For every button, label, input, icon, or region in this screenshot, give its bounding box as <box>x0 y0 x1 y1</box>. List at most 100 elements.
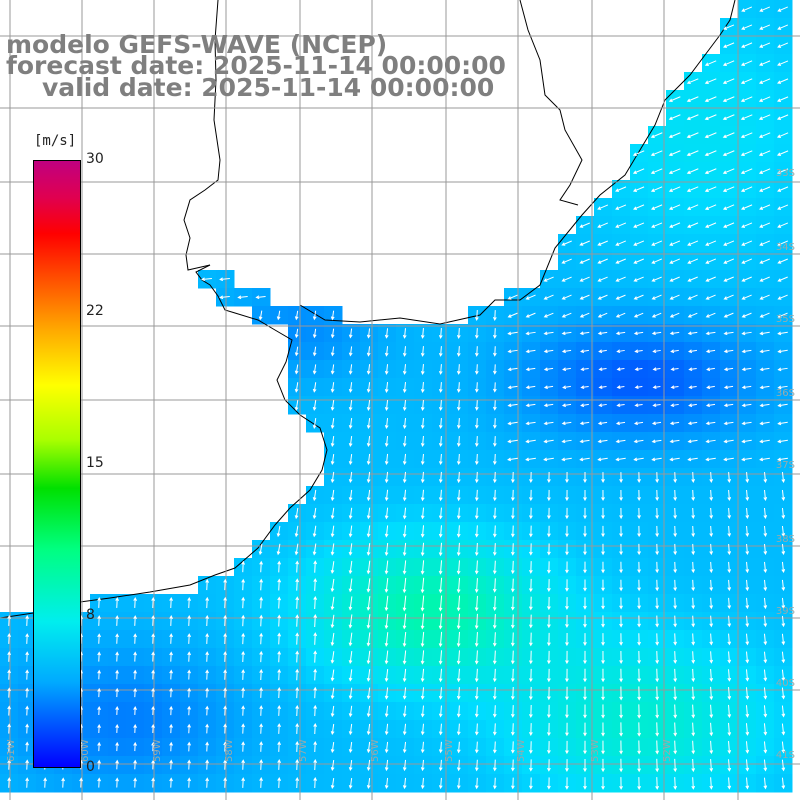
wind-arrow <box>115 669 119 680</box>
wind-arrow <box>151 669 155 680</box>
wind-arrow <box>420 668 425 683</box>
wind-arrow <box>384 525 389 538</box>
wind-arrow <box>133 651 137 662</box>
wind-arrow <box>637 704 641 719</box>
wind-arrow <box>295 686 300 699</box>
wind-arrow <box>583 633 587 646</box>
wind-arrow <box>651 331 662 336</box>
wind-arrow <box>651 222 663 228</box>
wind-arrow <box>151 596 156 608</box>
wind-arrow <box>583 686 587 701</box>
wind-arrow <box>420 364 425 375</box>
wind-arrow <box>722 114 735 121</box>
wind-arrow <box>312 400 317 411</box>
wind-arrow <box>637 633 641 646</box>
wind-arrow <box>673 561 678 574</box>
wind-arrow <box>348 453 353 466</box>
wind-arrow <box>763 579 768 592</box>
wind-arrow <box>205 596 210 609</box>
wind-arrow <box>565 579 569 592</box>
wind-arrow <box>669 276 680 282</box>
wind-arrow <box>7 633 12 644</box>
wind-arrow <box>223 687 227 698</box>
wind-arrow <box>348 741 353 754</box>
lat-label: 33S <box>776 168 795 179</box>
wind-arrow <box>637 579 641 592</box>
wind-arrow <box>687 294 698 300</box>
wind-arrow <box>438 595 443 612</box>
wind-arrow <box>456 705 461 718</box>
wind-arrow <box>276 543 281 556</box>
wind-arrow <box>709 651 714 664</box>
wind-arrow <box>669 439 680 444</box>
wind-arrow <box>583 722 587 737</box>
wind-arrow <box>740 168 753 174</box>
wind-arrow <box>740 186 753 192</box>
wind-arrow <box>673 704 678 719</box>
wind-arrow <box>313 578 318 591</box>
wind-arrow <box>673 758 678 773</box>
wind-arrow <box>525 457 536 462</box>
wind-arrow <box>763 759 768 772</box>
wind-arrow <box>115 633 119 644</box>
wind-arrow <box>348 578 353 593</box>
wind-arrow <box>633 294 644 300</box>
wind-arrow <box>366 507 371 520</box>
wind-arrow <box>668 114 681 121</box>
wind-arrow <box>705 312 716 318</box>
wind-arrow <box>691 686 696 701</box>
wind-arrow <box>205 687 209 698</box>
wind-arrow <box>727 651 732 664</box>
wind-arrow <box>187 596 192 609</box>
wind-arrow <box>668 96 681 103</box>
lon-label: 56W <box>370 739 381 762</box>
wind-arrow <box>384 723 389 736</box>
wind-arrow <box>781 615 786 628</box>
wind-arrow <box>722 204 735 210</box>
wind-arrow <box>745 651 750 664</box>
wind-arrow <box>348 705 353 718</box>
wind-arrow <box>205 578 210 591</box>
wind-arrow <box>741 331 752 336</box>
wind-arrow <box>745 687 750 700</box>
wind-arrow <box>330 632 335 647</box>
wind-arrow <box>763 633 768 646</box>
wind-arrow <box>529 723 533 736</box>
wind-arrow <box>507 403 518 408</box>
wind-arrow <box>740 204 753 210</box>
wind-arrow <box>241 741 245 752</box>
wind-arrow <box>691 722 696 737</box>
wind-arrow <box>633 240 645 246</box>
wind-arrow <box>492 596 497 611</box>
wind-arrow <box>777 331 788 336</box>
wind-arrow <box>727 561 732 574</box>
wind-arrow <box>295 704 300 717</box>
wind-arrow <box>25 687 29 698</box>
lat-label: 36S <box>776 388 795 399</box>
wind-arrow <box>543 276 554 282</box>
colorbar-tick-8: 8 <box>86 607 95 623</box>
wind-arrow <box>492 310 497 321</box>
wind-arrow <box>295 632 300 645</box>
wind-arrow <box>633 439 644 444</box>
wind-arrow <box>691 633 696 646</box>
wind-arrow <box>241 705 245 716</box>
wind-arrow <box>632 150 645 156</box>
wind-arrow <box>510 687 515 701</box>
wind-arrow <box>565 543 569 556</box>
wind-arrow <box>619 525 623 538</box>
wind-arrow <box>420 471 425 484</box>
wind-arrow <box>709 507 714 520</box>
wind-arrow <box>727 489 732 502</box>
wind-arrow <box>601 686 605 701</box>
wind-arrow <box>655 722 660 737</box>
wind-arrow <box>547 614 551 629</box>
wind-arrow <box>330 364 335 375</box>
wind-arrow <box>583 543 587 556</box>
wind-arrow <box>705 403 716 408</box>
wind-arrow <box>510 668 515 683</box>
wind-arrow <box>565 507 569 520</box>
wind-arrow <box>777 42 789 48</box>
wind-arrow <box>597 421 608 426</box>
wind-arrow <box>402 507 407 520</box>
